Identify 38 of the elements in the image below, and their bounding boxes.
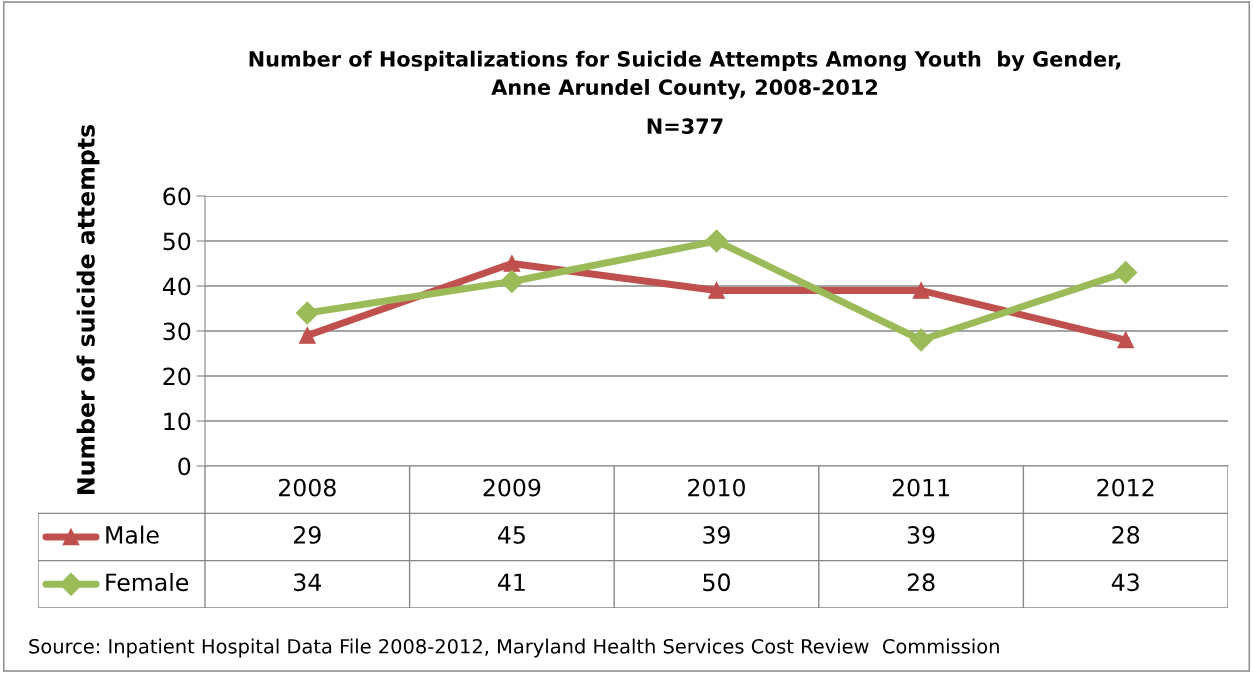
point bbox=[1114, 261, 1138, 284]
point bbox=[500, 270, 524, 293]
data-label: 29 bbox=[294, 525, 321, 544]
data-label: 39 bbox=[907, 525, 935, 544]
data-label: 45 bbox=[498, 526, 525, 544]
chart-title: Number of Hospitalizations for Suicide Attempts Among Youth by Gender, Anne Arundel County, 2008-2012 bbox=[249, 50, 1121, 100]
x-tick-label: 2009 bbox=[483, 478, 541, 497]
point bbox=[912, 282, 930, 299]
y-tick-label: 40 bbox=[162, 277, 191, 296]
chart-subtitle: N=377 bbox=[647, 118, 723, 135]
point bbox=[909, 328, 933, 352]
x-tick-label: 2011 bbox=[892, 478, 949, 497]
y-tick-label: 30 bbox=[163, 322, 191, 341]
data-label: 50 bbox=[703, 573, 730, 592]
x-tick-label: 2010 bbox=[688, 478, 745, 497]
source-note: Source: Inpatient Hospital Data File 2008-2012, Maryland Health Services Cost Review Commission bbox=[29, 638, 999, 658]
y-tick-label: 60 bbox=[163, 187, 191, 206]
y-tick-label: 20 bbox=[163, 367, 191, 386]
data-label: 28 bbox=[907, 573, 935, 592]
point bbox=[295, 301, 319, 325]
point bbox=[298, 327, 316, 344]
data-label: 43 bbox=[1111, 573, 1139, 592]
point bbox=[708, 282, 725, 299]
x-tick-label: 2012 bbox=[1097, 478, 1154, 497]
point bbox=[705, 229, 728, 253]
legend-label: Male bbox=[106, 525, 159, 544]
point bbox=[1117, 331, 1135, 349]
data-label: 28 bbox=[1112, 525, 1140, 544]
x-tick-label: 2008 bbox=[278, 478, 336, 497]
legend-label: Female bbox=[106, 572, 189, 592]
y-tick-label: 0 bbox=[178, 457, 191, 476]
point bbox=[503, 255, 521, 272]
y-tick-label: 10 bbox=[164, 412, 191, 431]
data-label: 34 bbox=[294, 573, 321, 592]
y-tick-label: 50 bbox=[163, 232, 191, 251]
data-label: 39 bbox=[703, 525, 730, 544]
y-axis-title: Number of suicide attempts bbox=[76, 125, 100, 494]
data-label: 41 bbox=[498, 573, 525, 591]
